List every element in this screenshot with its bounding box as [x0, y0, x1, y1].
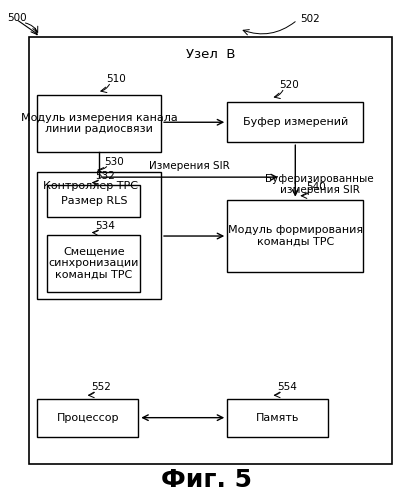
Text: 502: 502 [300, 14, 320, 24]
Bar [227, 102, 363, 142]
Text: 532: 532 [95, 171, 115, 181]
Text: Модуль измерения канала
линии радиосвязи: Модуль измерения канала линии радиосвязи [21, 113, 178, 134]
Text: Фиг. 5: Фиг. 5 [161, 468, 252, 492]
Bar [29, 37, 392, 464]
Text: Смещение
синхронизации
команды TPC: Смещение синхронизации команды TPC [49, 247, 139, 280]
Text: 520: 520 [279, 80, 299, 90]
Text: Память: Память [256, 413, 299, 423]
Text: Измерения SIR: Измерения SIR [149, 161, 230, 171]
Text: Узел  В: Узел В [186, 48, 235, 61]
Text: Буфер измерений: Буфер измерений [243, 117, 348, 127]
Text: Контроллер TPC: Контроллер TPC [43, 181, 138, 191]
Bar [47, 235, 140, 292]
Bar [47, 185, 140, 217]
Text: 552: 552 [91, 382, 111, 392]
Text: Буферизированные
измерения SIR: Буферизированные измерения SIR [265, 174, 374, 196]
Bar [227, 399, 328, 437]
Bar [37, 172, 161, 299]
Text: Размер RLS: Размер RLS [61, 196, 127, 206]
Text: Модуль формирования
команды TPC: Модуль формирования команды TPC [228, 225, 363, 247]
Text: 534: 534 [95, 221, 115, 231]
Text: 500: 500 [7, 13, 26, 23]
Text: Процессор: Процессор [57, 413, 119, 423]
Bar [37, 399, 138, 437]
Text: 540: 540 [306, 182, 326, 192]
Text: 510: 510 [106, 74, 126, 84]
Bar [227, 200, 363, 272]
Text: 554: 554 [277, 382, 297, 392]
Text: 530: 530 [104, 157, 123, 167]
Bar [37, 95, 161, 152]
